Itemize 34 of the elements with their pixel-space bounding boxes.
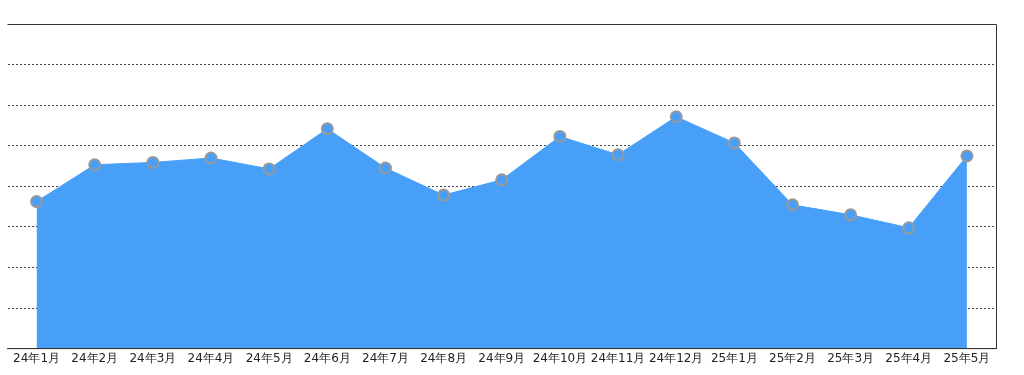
point xyxy=(146,155,160,169)
x-tick-label: 24年3月 xyxy=(129,350,177,365)
x-tick-label: 25年2月 xyxy=(769,350,816,365)
point xyxy=(88,158,102,172)
x-tick-label: 24年12月 xyxy=(648,350,704,365)
x-tick-label: 24年9月 xyxy=(478,350,526,365)
point xyxy=(30,195,44,209)
x-tick-label: 24年10月 xyxy=(532,350,588,365)
x-tick-label: 24年5月 xyxy=(245,350,293,365)
point xyxy=(204,151,218,165)
point xyxy=(553,129,567,143)
point xyxy=(902,221,916,235)
point xyxy=(960,149,974,163)
x-tick-label: 24年11月 xyxy=(590,350,646,365)
point xyxy=(727,136,741,150)
point xyxy=(378,161,392,175)
point xyxy=(669,110,683,124)
x-tick-label: 25年3月 xyxy=(827,350,875,365)
x-tick-label: 24年7月 xyxy=(362,350,409,365)
point xyxy=(785,198,799,212)
x-tick-label: 25年4月 xyxy=(885,350,933,365)
x-tick-label: 24年4月 xyxy=(187,350,235,365)
point xyxy=(844,208,858,222)
x-tick-label: 24年8月 xyxy=(420,350,468,365)
x-tick-label: 25年1月 xyxy=(710,350,758,365)
point xyxy=(262,162,276,176)
x-tick-label: 24年6月 xyxy=(303,350,351,365)
point xyxy=(320,122,334,136)
point xyxy=(437,188,451,202)
point xyxy=(495,173,509,187)
x-tick-label: 24年1月 xyxy=(13,350,61,365)
x-tick-label: 25年5月 xyxy=(943,350,991,365)
point xyxy=(611,148,625,162)
x-tick-label: 24年2月 xyxy=(71,350,119,365)
